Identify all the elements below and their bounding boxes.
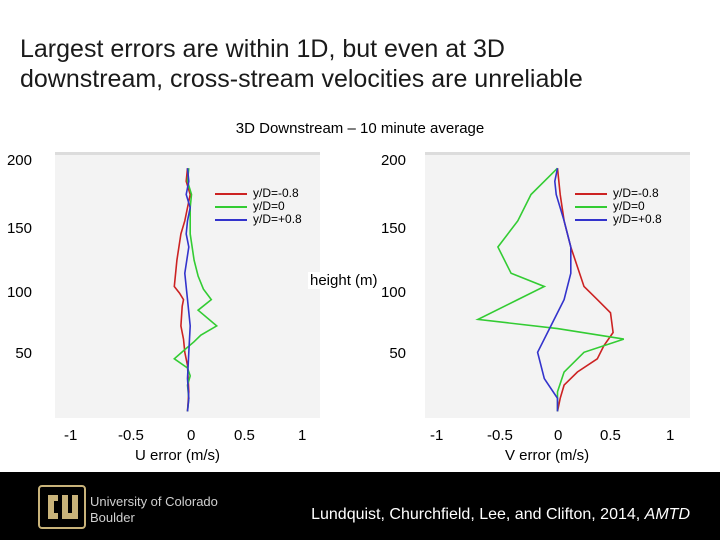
left-y-tick-200: 200 <box>6 152 32 169</box>
citation-text: Lundquist, Churchfield, Lee, and Clifton… <box>311 506 645 523</box>
left-x-tick-05: 0.5 <box>234 427 255 444</box>
v-error-plot: y/D=-0.8 y/D=0 y/D=+0.8 <box>425 152 690 418</box>
right-y-tick-150: 150 <box>380 220 406 237</box>
left-x-tick-neg05: -0.5 <box>118 427 144 444</box>
legend-blue-line-icon <box>575 218 607 221</box>
u-error-plot-svg <box>173 168 219 412</box>
right-legend-item-2: y/D=0 <box>575 200 662 213</box>
cu-logo-icon <box>38 485 86 529</box>
left-x-tick-neg1: -1 <box>64 427 78 444</box>
legend-green-line-icon <box>575 205 607 208</box>
legend-red-line-icon <box>215 192 247 195</box>
right-legend: y/D=-0.8 y/D=0 y/D=+0.8 <box>575 187 662 226</box>
v-error-axis-label: V error (m/s) <box>505 447 590 464</box>
right-x-tick-neg1: -1 <box>430 427 444 444</box>
left-legend: y/D=-0.8 y/D=0 y/D=+0.8 <box>215 187 302 226</box>
u-error-axis-label: U error (m/s) <box>135 447 220 464</box>
university-line-2: Boulder <box>90 510 135 525</box>
left-legend-label-3: y/D=+0.8 <box>253 212 302 226</box>
right-x-tick-neg05: -0.5 <box>487 427 513 444</box>
v-error-plot-svg <box>475 167 625 412</box>
citation: Lundquist, Churchfield, Lee, and Clifton… <box>311 506 690 524</box>
right-y-tick-100: 100 <box>380 284 406 301</box>
chart-subtitle: 3D Downstream – 10 minute average <box>235 120 485 137</box>
left-legend-label-1: y/D=-0.8 <box>253 186 299 200</box>
right-x-tick-0: 0 <box>554 427 563 444</box>
right-legend-item-3: y/D=+0.8 <box>575 213 662 226</box>
left-y-tick-50: 50 <box>15 345 32 362</box>
title-line-1: Largest errors are within 1D, but even a… <box>20 35 505 63</box>
university-name: University of Colorado Boulder <box>90 494 218 526</box>
legend-green-line-icon <box>215 205 247 208</box>
slide-title: Largest errors are within 1D, but even a… <box>20 34 700 94</box>
left-legend-item-3: y/D=+0.8 <box>215 213 302 226</box>
title-line-2: downstream, cross-stream velocities are … <box>20 65 583 93</box>
height-axis-label: height (m) <box>308 272 380 289</box>
u-error-series-2-line <box>173 168 219 412</box>
right-legend-label-2: y/D=0 <box>613 199 645 213</box>
legend-red-line-icon <box>575 192 607 195</box>
left-y-tick-100: 100 <box>6 284 32 301</box>
right-legend-item-1: y/D=-0.8 <box>575 187 662 200</box>
legend-blue-line-icon <box>215 218 247 221</box>
right-x-tick-1: 1 <box>666 427 675 444</box>
u-error-plot: y/D=-0.8 y/D=0 y/D=+0.8 <box>55 152 320 418</box>
v-error-series-3-line <box>536 168 572 412</box>
v-error-series-2-line <box>475 167 625 412</box>
right-legend-label-1: y/D=-0.8 <box>613 186 659 200</box>
university-line-1: University of Colorado <box>90 494 218 509</box>
citation-journal: AMTD <box>644 506 690 523</box>
right-x-tick-05: 0.5 <box>600 427 621 444</box>
left-x-tick-0: 0 <box>187 427 196 444</box>
left-x-tick-1: 1 <box>298 427 307 444</box>
u-error-series-3-line <box>183 168 192 412</box>
left-y-tick-150: 150 <box>6 220 32 237</box>
left-legend-item-1: y/D=-0.8 <box>215 187 302 200</box>
right-legend-label-3: y/D=+0.8 <box>613 212 662 226</box>
left-legend-item-2: y/D=0 <box>215 200 302 213</box>
footer-bar: University of Colorado Boulder Lundquist… <box>0 472 720 540</box>
left-legend-label-2: y/D=0 <box>253 199 285 213</box>
right-y-tick-200: 200 <box>380 152 406 169</box>
right-y-tick-50: 50 <box>389 345 406 362</box>
